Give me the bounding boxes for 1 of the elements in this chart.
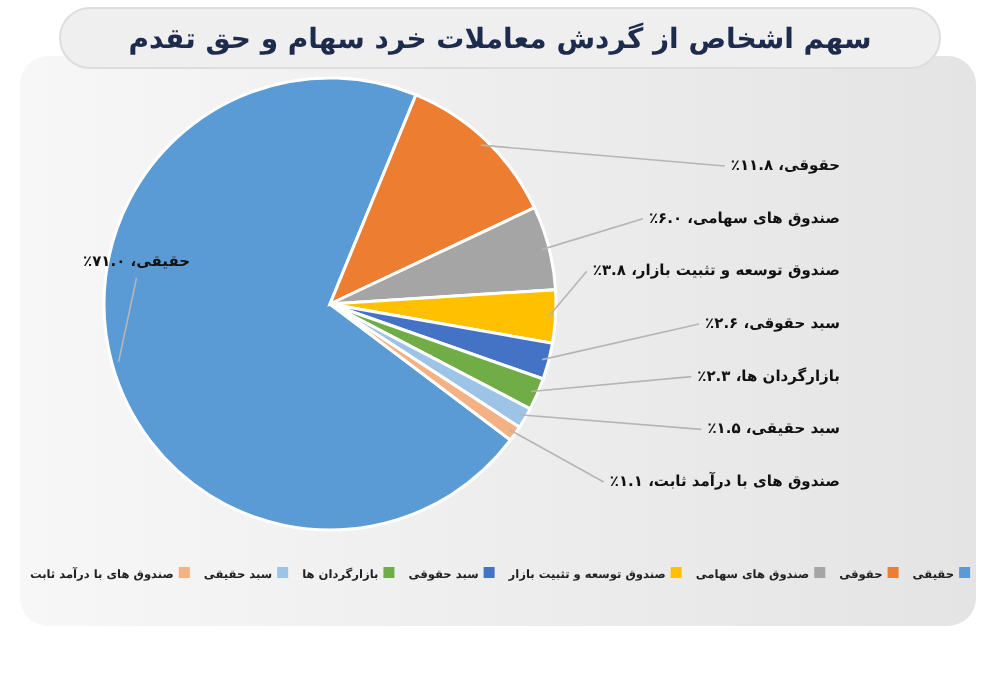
title: سهم اشخاص از گردش معاملات خرد سهام و حق تقدم [128, 24, 872, 56]
